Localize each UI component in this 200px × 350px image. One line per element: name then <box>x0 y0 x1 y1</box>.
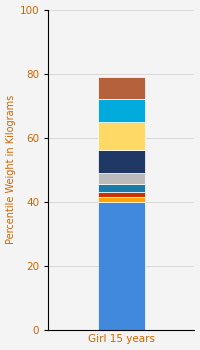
Bar <box>98 197 145 202</box>
Bar <box>98 121 145 150</box>
Bar <box>98 99 145 121</box>
Bar <box>98 184 145 192</box>
Y-axis label: Percentile Weight in Kilograms: Percentile Weight in Kilograms <box>6 95 16 244</box>
Bar <box>98 150 145 173</box>
Bar <box>98 77 145 99</box>
Bar <box>98 202 145 330</box>
Bar <box>98 173 145 184</box>
Bar <box>98 192 145 197</box>
